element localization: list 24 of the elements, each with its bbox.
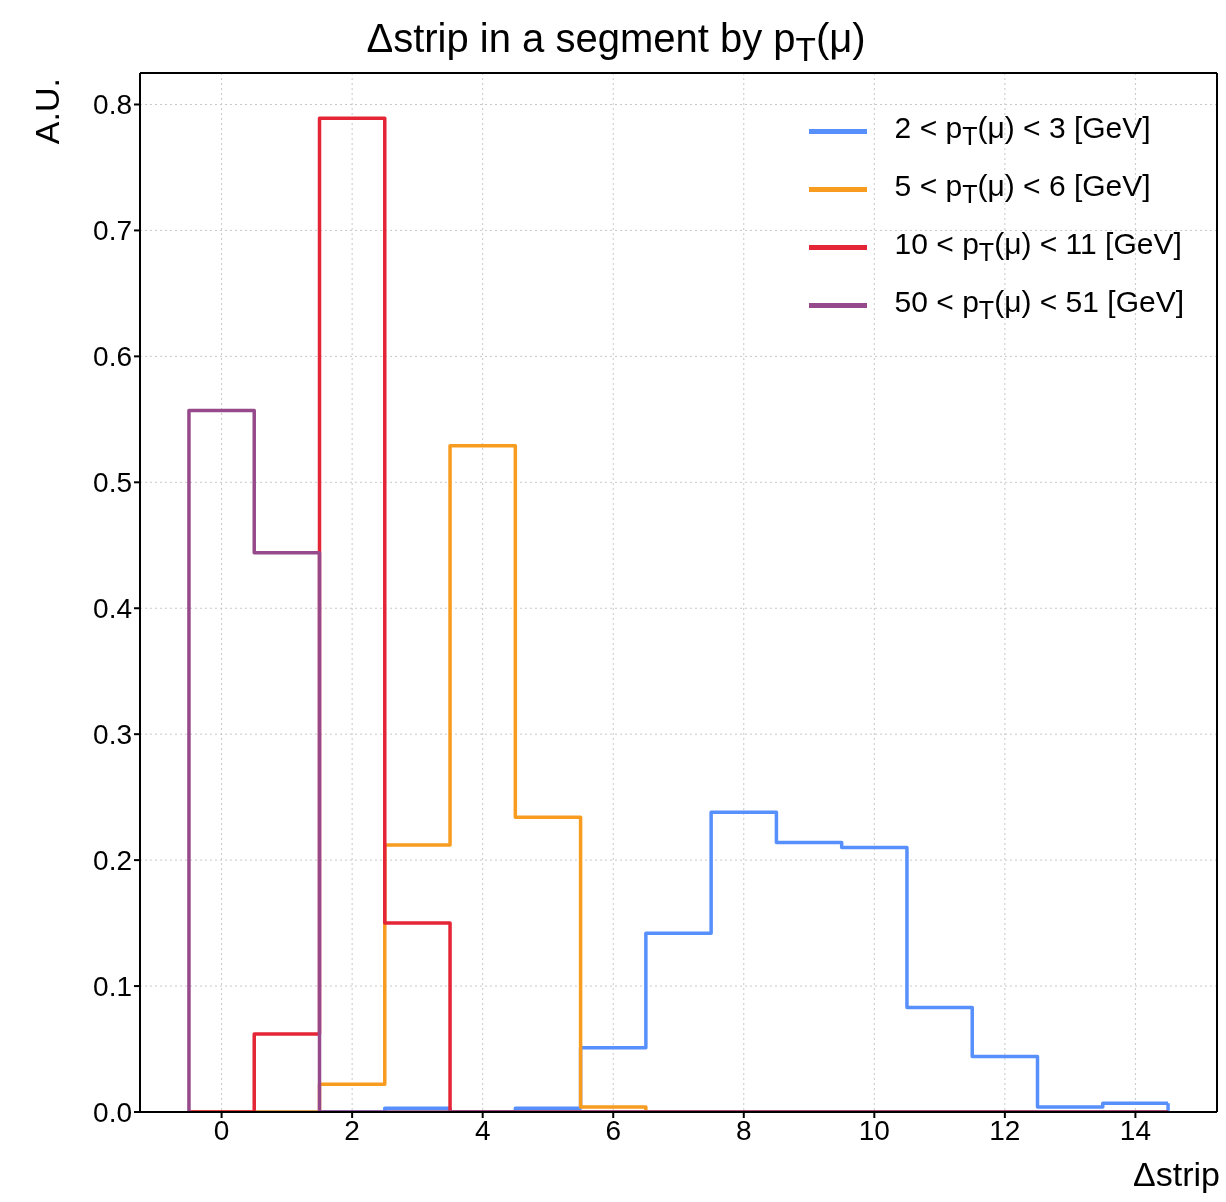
y-tick-label: 0.4 [93, 593, 132, 625]
x-tick-label: 10 [858, 1114, 890, 1146]
x-tick-label: 0 [213, 1114, 230, 1146]
x-tick-label: 8 [735, 1114, 752, 1146]
x-tick-label: 4 [474, 1114, 491, 1146]
chart-title: Δstrip in a segment by p$_{T}$(μ) [365, 16, 867, 69]
y-axis-title: A.U. [28, 78, 67, 145]
x-tick-label: 12 [989, 1114, 1021, 1146]
x-tick-label: 6 [605, 1114, 622, 1146]
legend-label: 50 < p$_{T}$(μ) < 51 [GeV] [894, 285, 1184, 325]
y-tick-label: 0.1 [93, 971, 132, 1002]
x-tick-label: 14 [1119, 1114, 1151, 1146]
y-tick-label: 0.0 [93, 1096, 132, 1128]
y-tick-label: 0.8 [93, 89, 132, 121]
y-tick-label: 0.7 [93, 215, 132, 247]
y-tick-label: 0.2 [93, 845, 132, 877]
legend-label: 2 < p$_{T}$(μ) < 3 [GeV] [894, 111, 1151, 151]
x-tick-label: 2 [344, 1114, 360, 1146]
y-tick-label: 0.5 [93, 467, 132, 499]
x-axis-title: Δstrip [1133, 1155, 1220, 1194]
legend-label: 5 < p$_{T}$(μ) < 6 [GeV] [894, 169, 1151, 209]
y-tick-label: 0.6 [93, 341, 132, 373]
y-tick-label: 0.3 [93, 719, 132, 751]
legend-label: 10 < p$_{T}$(μ) < 11 [GeV] [894, 227, 1182, 267]
